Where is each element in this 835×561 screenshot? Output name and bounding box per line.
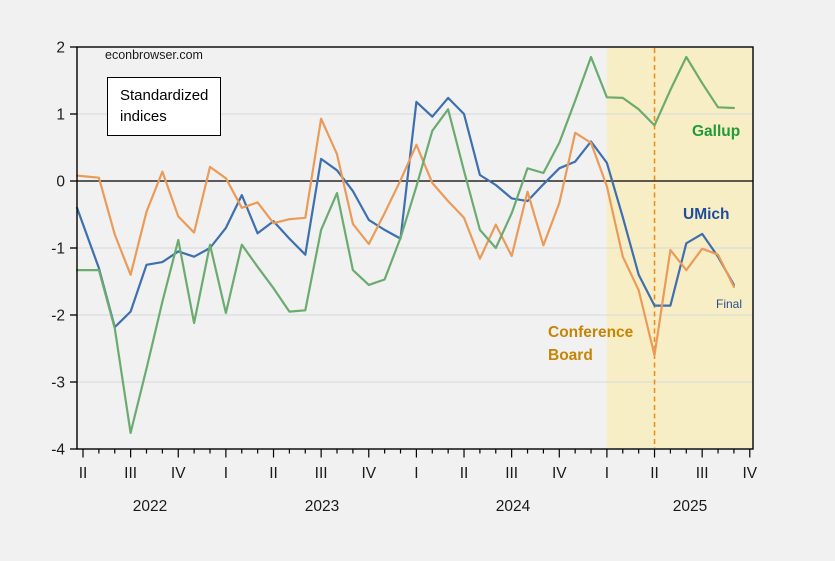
gallup-line (75, 55, 736, 434)
y-axis-label-1: 1 (56, 107, 65, 124)
x-axis-quarter-label-10: IV (552, 465, 567, 482)
final-value-label: Final (716, 297, 743, 311)
conference-board-line (75, 117, 736, 357)
note-line-1: Standardized (120, 87, 209, 104)
note-line-2: indices (120, 108, 167, 125)
y-axis-label--3: -3 (51, 375, 65, 392)
y-axis-label--1: -1 (51, 241, 65, 258)
umich-series-label: UMich (683, 206, 730, 223)
x-axis-quarter-label-1: III (124, 465, 137, 482)
conference-board-series-label: Conference Board (548, 322, 633, 367)
x-axis-quarter-label-8: II (460, 465, 469, 482)
x-axis-year-label-2022: 2022 (133, 498, 167, 515)
x-axis-quarter-label-12: II (650, 465, 659, 482)
x-axis-quarter-label-11: I (605, 465, 609, 482)
conference-board-label-line2: Board (548, 346, 593, 364)
x-axis-quarter-label-4: II (269, 465, 278, 482)
source-watermark: econbrowser.com (105, 48, 203, 62)
x-axis-year-label-2023: 2023 (305, 498, 339, 515)
x-axis-quarter-label-14: IV (742, 465, 757, 482)
y-axis-label-2: 2 (56, 40, 65, 57)
y-axis-label--2: -2 (51, 308, 65, 325)
conference-board-label-line1: Conference (548, 324, 634, 341)
x-axis-quarter-label-13: III (696, 465, 709, 482)
x-axis-quarter-label-3: I (224, 465, 228, 482)
x-axis-quarter-label-9: III (505, 465, 518, 482)
x-axis-quarter-label-2: IV (171, 465, 186, 482)
umich-line (75, 96, 736, 329)
x-axis-quarter-label-5: III (315, 465, 328, 482)
y-axis-label--4: -4 (51, 442, 65, 459)
x-axis-quarter-label-7: I (414, 465, 418, 482)
y-axis-label-0: 0 (56, 174, 65, 191)
x-axis-year-label-2024: 2024 (496, 498, 531, 515)
gallup-series-label: Gallup (692, 123, 741, 140)
x-axis-quarter-label-0: II (79, 465, 88, 482)
x-axis-year-label-2025: 2025 (673, 498, 707, 515)
x-axis-quarter-label-6: IV (361, 465, 376, 482)
standardized-indices-note-box: Standardized indices (107, 77, 222, 136)
